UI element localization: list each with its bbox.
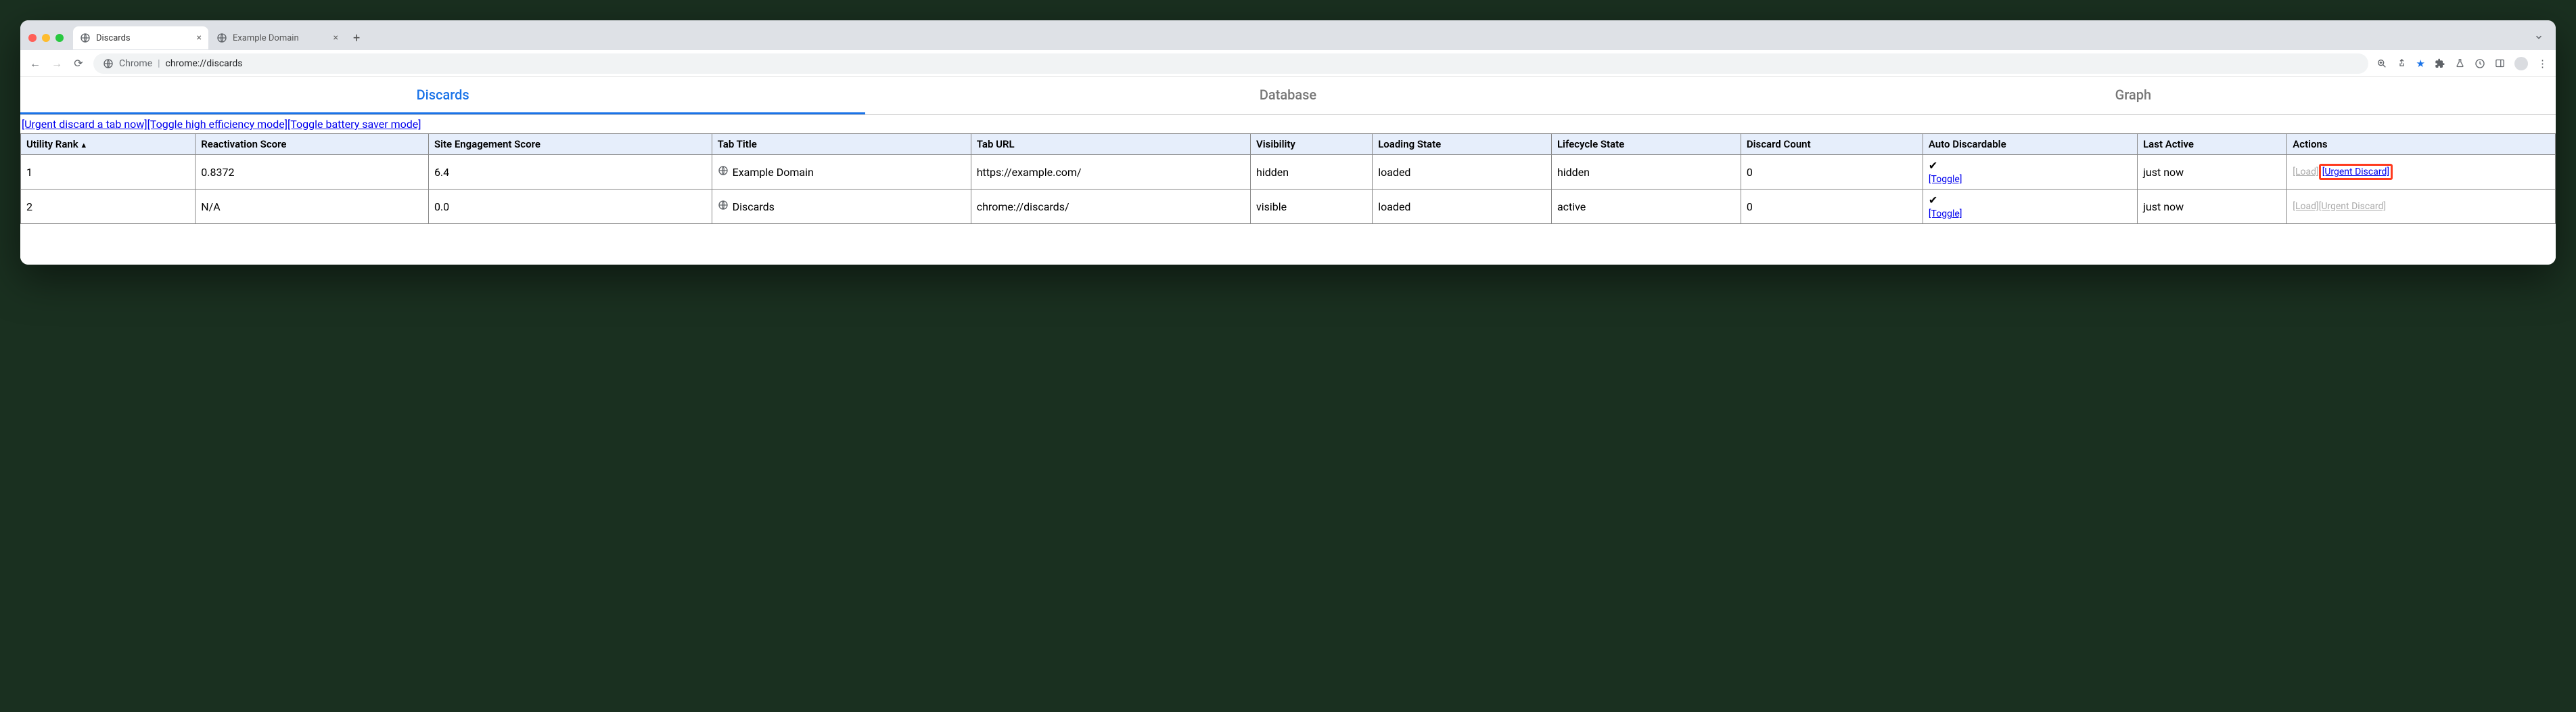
check-icon: ✔ (1929, 194, 2132, 206)
cell-rank: 1 (21, 155, 196, 190)
browser-window: Discards × Example Domain × + ← → ⟳ Chrome … (20, 20, 2556, 265)
minimize-window-button[interactable] (42, 34, 50, 42)
bookmark-icon[interactable]: ★ (2416, 58, 2425, 70)
cell-lifecycle: hidden (1551, 155, 1741, 190)
menu-button[interactable]: ⋮ (2537, 58, 2548, 70)
browser-tab[interactable]: Example Domain × (210, 26, 345, 49)
cell-title: Discards (712, 190, 971, 224)
zoom-icon[interactable] (2376, 58, 2387, 69)
cell-reactivation: N/A (196, 190, 429, 224)
new-tab-button[interactable]: + (346, 31, 367, 45)
cell-discard-count: 0 (1741, 190, 1923, 224)
share-icon[interactable] (2397, 58, 2407, 68)
column-header[interactable]: Discard Count (1741, 134, 1923, 155)
load-link: [Load] (2293, 201, 2318, 212)
cell-title-text: Example Domain (733, 166, 814, 179)
load-link: [Load] (2293, 166, 2318, 177)
browser-toolbar: ← → ⟳ Chrome | chrome://discards ★ ⋮ (20, 50, 2556, 77)
tab-strip: Discards × Example Domain × + (20, 20, 2556, 50)
cell-title: Example Domain (712, 155, 971, 190)
check-icon: ✔ (1929, 159, 2132, 172)
toolbar-actions: ★ ⋮ (2376, 57, 2548, 70)
cell-title-text: Discards (733, 200, 775, 213)
column-header[interactable]: Reactivation Score (196, 134, 429, 155)
cell-last-active: just now (2138, 155, 2287, 190)
close-tab-button[interactable]: × (197, 32, 202, 43)
cell-loading: loaded (1373, 190, 1552, 224)
column-header[interactable]: Site Engagement Score (428, 134, 712, 155)
close-tab-button[interactable]: × (334, 32, 338, 43)
page-content: DiscardsDatabaseGraph [Urgent discard a … (20, 77, 2556, 265)
column-header[interactable]: Tab Title (712, 134, 971, 155)
table-row: 2N/A0.0 Discards chrome://discards/visible… (21, 190, 2556, 224)
updates-icon[interactable] (2475, 58, 2485, 69)
urgent-discard-link: [Urgent Discard] (2319, 201, 2386, 212)
column-header[interactable]: Lifecycle State (1551, 134, 1741, 155)
sidepanel-icon[interactable] (2495, 58, 2505, 68)
column-header[interactable]: Last Active (2138, 134, 2287, 155)
top-action-link[interactable]: [Toggle battery saver mode] (288, 118, 421, 131)
window-controls (28, 34, 64, 42)
forward-button[interactable]: → (50, 57, 64, 70)
cell-loading: loaded (1373, 155, 1552, 190)
toggle-discardable-link[interactable]: [Toggle] (1929, 208, 1962, 219)
column-header[interactable]: Loading State (1373, 134, 1552, 155)
subtab-discards[interactable]: Discards (20, 77, 865, 114)
cell-last-active: just now (2138, 190, 2287, 224)
cell-visibility: hidden (1251, 155, 1373, 190)
cell-actions: [Load] [Urgent Discard] (2287, 155, 2556, 190)
cell-engagement: 6.4 (428, 155, 712, 190)
top-action-link[interactable]: [Urgent discard a tab now] (22, 118, 147, 131)
cell-lifecycle: active (1551, 190, 1741, 224)
browser-tab-title: Example Domain (233, 33, 299, 43)
table-row: 10.83726.4 Example Domain https://example.… (21, 155, 2556, 190)
profile-avatar[interactable] (2514, 57, 2528, 70)
maximize-window-button[interactable] (55, 34, 64, 42)
cell-url: chrome://discards/ (971, 190, 1250, 224)
cell-reactivation: 0.8372 (196, 155, 429, 190)
column-header[interactable]: Tab URL (971, 134, 1250, 155)
browser-tab[interactable]: Discards × (73, 26, 208, 49)
discards-table: Utility Rank ▲Reactivation ScoreSite Eng… (20, 133, 2556, 224)
top-action-links: [Urgent discard a tab now][Toggle high e… (20, 115, 2556, 133)
subtabs: DiscardsDatabaseGraph (20, 77, 2556, 115)
omnibox-sep: | (158, 58, 160, 69)
subtab-graph[interactable]: Graph (1711, 77, 2556, 114)
top-action-link[interactable]: [Toggle high efficiency mode] (147, 118, 288, 131)
omnibox[interactable]: Chrome | chrome://discards (93, 53, 2368, 74)
back-button[interactable]: ← (28, 57, 42, 70)
toggle-discardable-link[interactable]: [Toggle] (1929, 174, 1962, 185)
cell-rank: 2 (21, 190, 196, 224)
cell-visibility: visible (1251, 190, 1373, 224)
column-header[interactable]: Utility Rank ▲ (21, 134, 196, 155)
globe-icon (718, 165, 729, 179)
cell-auto: ✔ [Toggle] (1923, 155, 2137, 190)
cell-actions: [Load][Urgent Discard] (2287, 190, 2556, 224)
column-header[interactable]: Visibility (1251, 134, 1373, 155)
extensions-icon[interactable] (2435, 58, 2445, 69)
cell-discard-count: 0 (1741, 155, 1923, 190)
subtab-database[interactable]: Database (865, 77, 1710, 114)
cell-url: https://example.com/ (971, 155, 1250, 190)
cell-engagement: 0.0 (428, 190, 712, 224)
globe-icon (718, 200, 729, 213)
labs-icon[interactable] (2455, 58, 2465, 68)
urgent-discard-link[interactable]: [Urgent Discard] (2322, 166, 2389, 177)
column-header[interactable]: Actions (2287, 134, 2556, 155)
site-info-icon (103, 58, 114, 69)
omnibox-path: chrome://discards (166, 58, 243, 69)
column-header[interactable]: Auto Discardable (1923, 134, 2137, 155)
browser-tab-title: Discards (96, 33, 131, 43)
close-window-button[interactable] (28, 34, 37, 42)
omnibox-host: Chrome (119, 58, 152, 69)
highlight-box: [Urgent Discard] (2319, 164, 2393, 180)
cell-auto: ✔ [Toggle] (1923, 190, 2137, 224)
tab-overflow-button[interactable] (2534, 32, 2548, 45)
reload-button[interactable]: ⟳ (72, 57, 85, 70)
